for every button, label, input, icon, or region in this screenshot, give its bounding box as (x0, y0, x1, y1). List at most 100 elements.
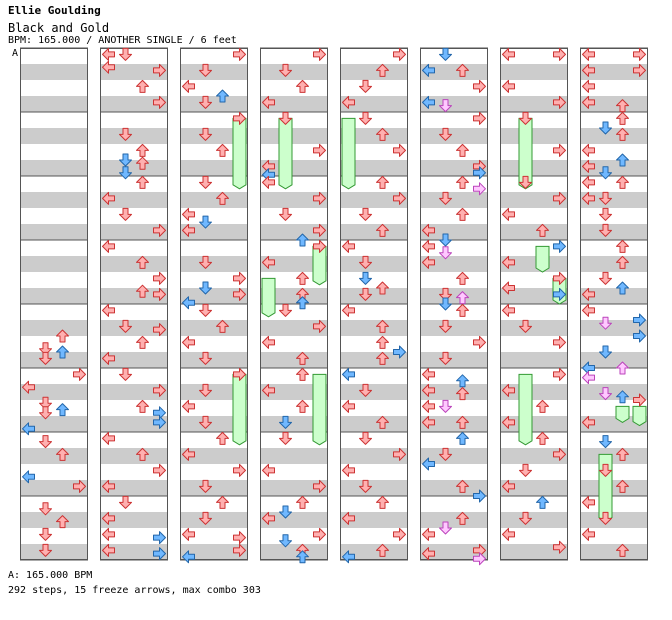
step-arrow-down (599, 387, 612, 401)
beat-stripe (420, 496, 488, 512)
step-arrow-down (599, 121, 612, 135)
step-arrow-left (182, 296, 195, 310)
beat-stripe (100, 464, 168, 480)
beat-stripe (340, 192, 408, 208)
beat-stripe (260, 288, 328, 304)
step-arrow-down (439, 287, 452, 301)
step-arrow-down (39, 543, 52, 557)
beat-stripe (500, 112, 568, 128)
beat-stripe (420, 176, 488, 192)
beat-stripe (20, 544, 88, 560)
step-arrow-down (199, 95, 212, 109)
step-arrow-up (456, 291, 469, 305)
step-arrow-up (456, 431, 469, 445)
step-arrow-left (582, 415, 595, 429)
step-arrow-up (536, 431, 549, 445)
step-arrow-right (153, 63, 166, 77)
freeze-arrow (261, 277, 276, 318)
beat-stripe (500, 208, 568, 224)
beat-stripe (20, 192, 88, 208)
step-arrow-left (22, 422, 35, 436)
step-arrow-up (136, 284, 149, 298)
step-arrow-down (39, 406, 52, 420)
step-arrow-left (422, 95, 435, 109)
beat-stripe (340, 256, 408, 272)
step-arrow-left (182, 79, 195, 93)
beat-stripe (260, 256, 328, 272)
beat-stripe (580, 480, 648, 496)
beat-stripe (180, 304, 248, 320)
chart-column (180, 47, 248, 564)
beat-stripe (420, 96, 488, 112)
step-arrow-up (616, 543, 629, 557)
beat-stripe (100, 544, 168, 560)
beat-stripe (20, 80, 88, 96)
beat-stripe (100, 512, 168, 528)
beat-stripe (20, 256, 88, 272)
beat-stripe (180, 496, 248, 512)
freeze-arrow (341, 117, 356, 190)
step-arrow-right (473, 489, 486, 503)
beat-stripe (340, 304, 408, 320)
beat-stripe (100, 112, 168, 128)
beat-stripe (260, 528, 328, 544)
step-arrow-right (393, 447, 406, 461)
step-arrow-left (422, 63, 435, 77)
artist-name: Ellie Goulding (8, 4, 101, 17)
beat-stripe (180, 512, 248, 528)
step-arrow-left (342, 399, 355, 413)
step-arrow-left (342, 367, 355, 381)
step-arrow-up (616, 479, 629, 493)
step-arrow-up (376, 63, 389, 77)
step-arrow-right (153, 415, 166, 429)
step-arrow-up (136, 175, 149, 189)
beat-stripe (260, 400, 328, 416)
step-arrow-down (599, 223, 612, 237)
beat-stripe (420, 256, 488, 272)
step-arrow-down (599, 511, 612, 525)
beat-stripe (260, 192, 328, 208)
step-arrow-down (199, 175, 212, 189)
step-arrow-down (279, 505, 292, 519)
step-arrow-down (279, 303, 292, 317)
step-arrow-down (599, 207, 612, 221)
step-arrow-up (216, 143, 229, 157)
beat-stripe (260, 480, 328, 496)
beat-stripe (180, 336, 248, 352)
step-arrow-right (153, 531, 166, 545)
step-arrow-left (342, 303, 355, 317)
beat-stripe (420, 528, 488, 544)
step-arrow-left (102, 479, 115, 493)
beat-stripe (340, 80, 408, 96)
step-arrow-down (279, 63, 292, 77)
beat-stripe (500, 384, 568, 400)
step-arrow-down (39, 527, 52, 541)
step-arrow-down (439, 447, 452, 461)
step-arrow-left (342, 550, 355, 564)
beat-stripe (260, 224, 328, 240)
beat-stripe (100, 304, 168, 320)
beat-stripe (100, 48, 168, 64)
beat-stripe (500, 464, 568, 480)
step-arrow-right (553, 287, 566, 301)
step-arrow-up (296, 367, 309, 381)
beat-stripe (180, 448, 248, 464)
beat-stripe (180, 464, 248, 480)
step-arrow-down (519, 111, 532, 125)
beat-stripe (500, 224, 568, 240)
beat-stripe (100, 256, 168, 272)
step-arrow-left (422, 383, 435, 397)
step-arrow-right (393, 345, 406, 359)
section-marker: A (12, 48, 19, 59)
step-arrow-down (439, 191, 452, 205)
step-arrow-up (536, 495, 549, 509)
step-arrow-right (633, 63, 646, 77)
step-arrow-right (153, 271, 166, 285)
column-border (260, 48, 328, 560)
beat-stripe (580, 144, 648, 160)
beat-stripe (580, 432, 648, 448)
step-arrow-up (456, 271, 469, 285)
beat-stripe (580, 80, 648, 96)
beat-stripe (340, 400, 408, 416)
bpm-footer: A: 165.000 BPM (8, 570, 93, 581)
